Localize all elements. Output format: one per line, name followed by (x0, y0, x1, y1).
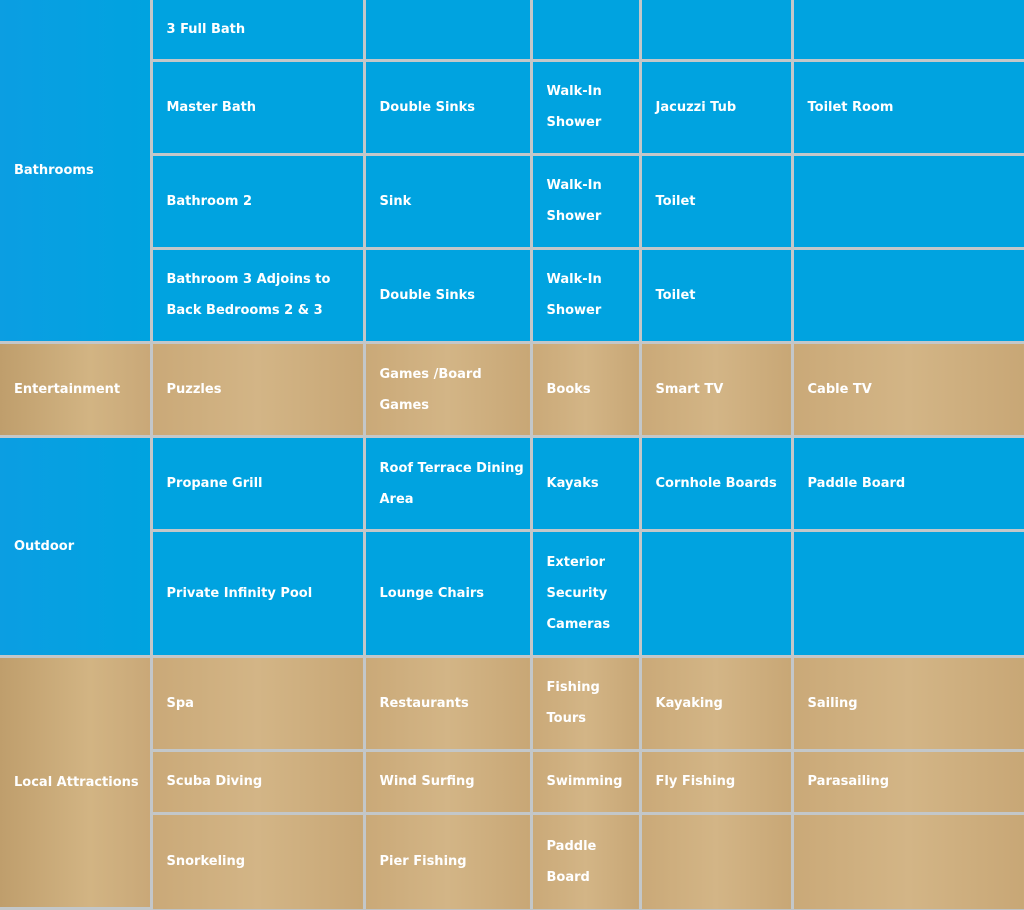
table-row: Entertainment Puzzles Games /Board Games… (0, 341, 1024, 439)
table-row: Master Bath Double Sinks Walk-In Shower … (0, 58, 1024, 156)
category-label: Outdoor (0, 435, 153, 658)
table-row: Local Attractions Spa Restaurants Fishin… (0, 654, 1024, 910)
table-cell: Roof Terrace Dining Area (362, 435, 533, 533)
table-cell: Double Sinks (362, 58, 533, 156)
table-cell: Puzzles (149, 341, 366, 439)
table-cell: Spa (149, 654, 366, 752)
category-label: Entertainment (0, 341, 153, 439)
table-cell (790, 152, 1024, 250)
table-row: Private Infinity Pool Lounge Chairs Exte… (0, 529, 1024, 658)
table-cell: Master Bath (151, 58, 366, 156)
table-cell: Bathroom 2 (151, 152, 366, 250)
table-row: Bathroom 3 Adjoins to Back Bedrooms 2 & … (0, 246, 1024, 345)
table-cell: Cornhole Boards (638, 435, 794, 533)
table-cell: Snorkeling (151, 811, 366, 909)
table-cell: Walk-In Shower (529, 152, 642, 250)
table-cell: Games /Board Games (362, 341, 533, 439)
table-cell: Fly Fishing (638, 748, 794, 815)
table-cell (638, 0, 794, 62)
table-cell: Double Sinks (362, 246, 533, 345)
table-cell: Toilet Room (790, 58, 1024, 156)
table-cell: Bathroom 3 Adjoins to Back Bedrooms 2 & … (151, 246, 366, 345)
table-cell (362, 0, 533, 62)
table-cell: Parasailing (790, 748, 1024, 815)
table-cell (790, 811, 1024, 909)
table-cell: Cable TV (790, 341, 1024, 439)
table-cell: Private Infinity Pool (151, 529, 366, 658)
table-cell: Kayaks (529, 435, 642, 533)
table-cell: Scuba Diving (151, 748, 366, 815)
table-cell: Sink (362, 152, 533, 250)
category-label: Local Attractions (0, 654, 153, 910)
table-cell: Propane Grill (149, 435, 366, 533)
table-cell: Lounge Chairs (362, 529, 533, 658)
table-cell: Fishing Tours (529, 654, 642, 752)
table-cell (529, 0, 642, 62)
table-cell: Kayaking (638, 654, 794, 752)
table-cell: Paddle Board (529, 811, 642, 909)
table-row: Bathrooms 3 Full Bath (0, 0, 1024, 345)
table-cell: Restaurants (362, 654, 533, 752)
table-cell: Toilet (638, 246, 794, 345)
table-cell: Books (529, 341, 642, 439)
table-cell: Walk-In Shower (529, 246, 642, 345)
table-cell: Pier Fishing (362, 811, 533, 909)
table-cell (638, 811, 794, 909)
category-label: Bathrooms (0, 0, 153, 345)
table-row: Outdoor Propane Grill Roof Terrace Dinin… (0, 435, 1024, 658)
table-cell (790, 0, 1024, 62)
table-cell: Smart TV (638, 341, 794, 439)
table-cell: Wind Surfing (362, 748, 533, 815)
table-cell (638, 529, 794, 658)
table-cell: Swimming (529, 748, 642, 815)
table-cell: Jacuzzi Tub (638, 58, 794, 156)
table-cell: 3 Full Bath (149, 0, 366, 62)
table-cell: Toilet (638, 152, 794, 250)
table-row: Bathroom 2 Sink Walk-In Shower Toilet (0, 152, 1024, 250)
table-cell: Exterior Security Cameras (529, 529, 642, 658)
table-cell (790, 529, 1024, 658)
table-cell: Sailing (790, 654, 1024, 752)
table-cell: Walk-In Shower (529, 58, 642, 156)
table-row: Scuba Diving Wind Surfing Swimming Fly F… (0, 748, 1024, 815)
table-row: Snorkeling Pier Fishing Paddle Board (0, 811, 1024, 909)
table-cell (790, 246, 1024, 345)
table-cell: Paddle Board (790, 435, 1024, 533)
